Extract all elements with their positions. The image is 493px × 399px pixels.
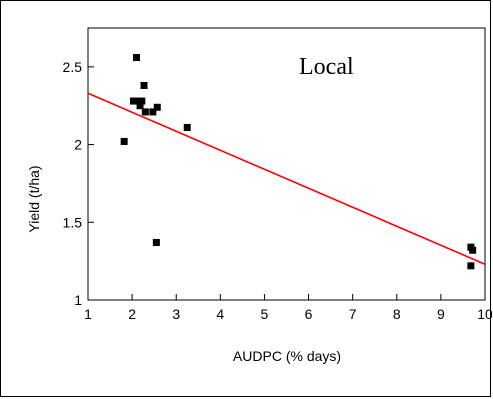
x-axis-title: AUDPC (% days) — [233, 348, 341, 364]
y-tick-label: 1.5 — [63, 214, 83, 230]
data-point — [120, 137, 128, 145]
x-tick-label: 9 — [437, 306, 445, 322]
data-point — [134, 97, 142, 105]
data-point — [152, 238, 160, 246]
x-tick-label: 5 — [261, 306, 269, 322]
data-point — [153, 103, 161, 111]
y-axis-title: Yield (t/ha) — [26, 165, 42, 232]
plot-area — [87, 27, 486, 301]
y-tick-label: 2 — [74, 137, 82, 153]
data-point — [141, 108, 149, 116]
y-tick-label: 2.5 — [63, 59, 83, 75]
x-tick-label: 7 — [349, 306, 357, 322]
data-point — [149, 108, 157, 116]
x-tick-label: 10 — [477, 306, 492, 322]
data-point — [138, 97, 146, 105]
trend-line — [87, 92, 486, 265]
data-point — [140, 82, 148, 90]
x-axis: 1 2 3 4 5 6 7 8 9 10 — [84, 294, 492, 322]
data-point — [467, 262, 475, 270]
data-point — [469, 246, 477, 254]
x-tick-label: 2 — [128, 306, 136, 322]
data-point — [183, 123, 191, 131]
x-tick-label: 4 — [216, 306, 224, 322]
y-tick-label: 1 — [74, 292, 82, 308]
data-points — [120, 54, 477, 270]
data-point — [136, 102, 144, 110]
x-tick-label: 1 — [84, 306, 92, 322]
x-tick-label: 6 — [305, 306, 313, 322]
x-tick-label: 3 — [172, 306, 180, 322]
y-axis: 1 1.5 2 2.5 — [63, 59, 94, 308]
data-point — [129, 97, 137, 105]
data-point — [133, 54, 141, 62]
annotation-label: Local — [299, 54, 354, 80]
x-tick-label: 8 — [393, 306, 401, 322]
